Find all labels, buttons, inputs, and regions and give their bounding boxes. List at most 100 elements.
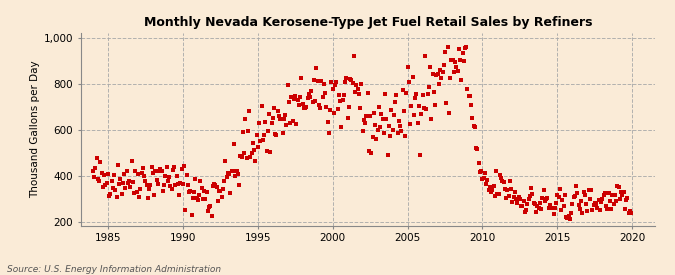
Point <box>556 207 566 212</box>
Point <box>91 156 102 161</box>
Point <box>400 133 410 138</box>
Point <box>114 182 125 186</box>
Point <box>411 92 422 96</box>
Point <box>624 208 635 213</box>
Point <box>542 196 553 200</box>
Point <box>263 129 273 133</box>
Point <box>145 183 156 187</box>
Point <box>592 205 603 210</box>
Point <box>371 137 382 141</box>
Point <box>617 193 628 198</box>
Point <box>376 111 387 116</box>
Point <box>286 95 297 100</box>
Point <box>225 191 236 196</box>
Point <box>202 208 213 213</box>
Point <box>186 213 197 217</box>
Point <box>304 92 315 97</box>
Point <box>457 51 468 55</box>
Point <box>106 179 117 184</box>
Point <box>157 189 168 193</box>
Point <box>198 189 209 194</box>
Point <box>479 171 490 176</box>
Point <box>297 102 308 106</box>
Point <box>616 190 626 194</box>
Point <box>119 172 130 176</box>
Point <box>362 91 373 95</box>
Point <box>388 112 399 117</box>
Point <box>340 80 350 84</box>
Point <box>270 132 281 136</box>
Point <box>354 91 364 96</box>
Point <box>104 194 115 199</box>
Point <box>410 95 421 100</box>
Point <box>451 65 462 70</box>
Point <box>429 90 439 94</box>
Point <box>166 186 177 191</box>
Point <box>329 110 340 115</box>
Point <box>506 186 516 191</box>
Point <box>131 189 142 194</box>
Point <box>173 182 184 186</box>
Point <box>562 216 573 220</box>
Point <box>495 172 506 177</box>
Point <box>184 190 194 194</box>
Point <box>599 191 610 196</box>
Point <box>492 192 503 196</box>
Point <box>545 206 556 210</box>
Point <box>271 133 282 138</box>
Point <box>385 134 396 139</box>
Point <box>129 191 140 195</box>
Point <box>247 141 258 145</box>
Point <box>547 206 558 210</box>
Point <box>431 73 441 77</box>
Point <box>226 169 237 173</box>
Point <box>190 177 200 182</box>
Point <box>583 187 594 192</box>
Point <box>290 94 300 98</box>
Point <box>401 91 412 95</box>
Point <box>481 182 491 186</box>
Point <box>215 189 225 194</box>
Point <box>582 208 593 213</box>
Point <box>620 207 630 211</box>
Point <box>169 165 180 170</box>
Point <box>420 54 431 59</box>
Point <box>361 114 372 118</box>
Point <box>151 177 162 182</box>
Point <box>209 182 219 186</box>
Point <box>610 193 620 198</box>
Point <box>529 202 540 206</box>
Point <box>514 197 525 202</box>
Point <box>176 167 187 172</box>
Point <box>538 188 549 192</box>
Point <box>579 193 590 198</box>
Point <box>439 50 450 54</box>
Point <box>407 75 418 80</box>
Point <box>504 179 515 183</box>
Point <box>589 201 600 205</box>
Point <box>603 191 614 195</box>
Point <box>598 193 609 197</box>
Point <box>107 186 118 190</box>
Point <box>517 204 528 209</box>
Point <box>320 91 331 96</box>
Point <box>90 166 101 170</box>
Point <box>471 146 482 150</box>
Point <box>356 81 367 86</box>
Point <box>257 138 268 142</box>
Point <box>265 149 275 154</box>
Point <box>511 197 522 202</box>
Point <box>489 194 500 198</box>
Point <box>232 172 243 176</box>
Point <box>163 179 173 183</box>
Point <box>238 130 248 134</box>
Point <box>573 203 584 207</box>
Point <box>255 138 266 143</box>
Point <box>148 170 159 175</box>
Point <box>345 77 356 81</box>
Point <box>377 117 388 121</box>
Point <box>398 109 409 113</box>
Point <box>396 129 407 134</box>
Point <box>234 183 244 188</box>
Point <box>570 193 580 198</box>
